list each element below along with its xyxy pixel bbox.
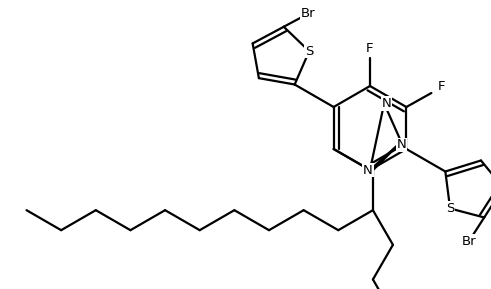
Text: Br: Br xyxy=(462,234,476,247)
Text: F: F xyxy=(366,42,374,55)
Text: F: F xyxy=(437,81,445,94)
Text: Br: Br xyxy=(301,7,316,20)
Text: S: S xyxy=(305,45,313,58)
Text: N: N xyxy=(396,138,406,151)
Text: S: S xyxy=(446,202,454,215)
Text: N: N xyxy=(381,97,391,110)
Text: N: N xyxy=(363,164,373,177)
